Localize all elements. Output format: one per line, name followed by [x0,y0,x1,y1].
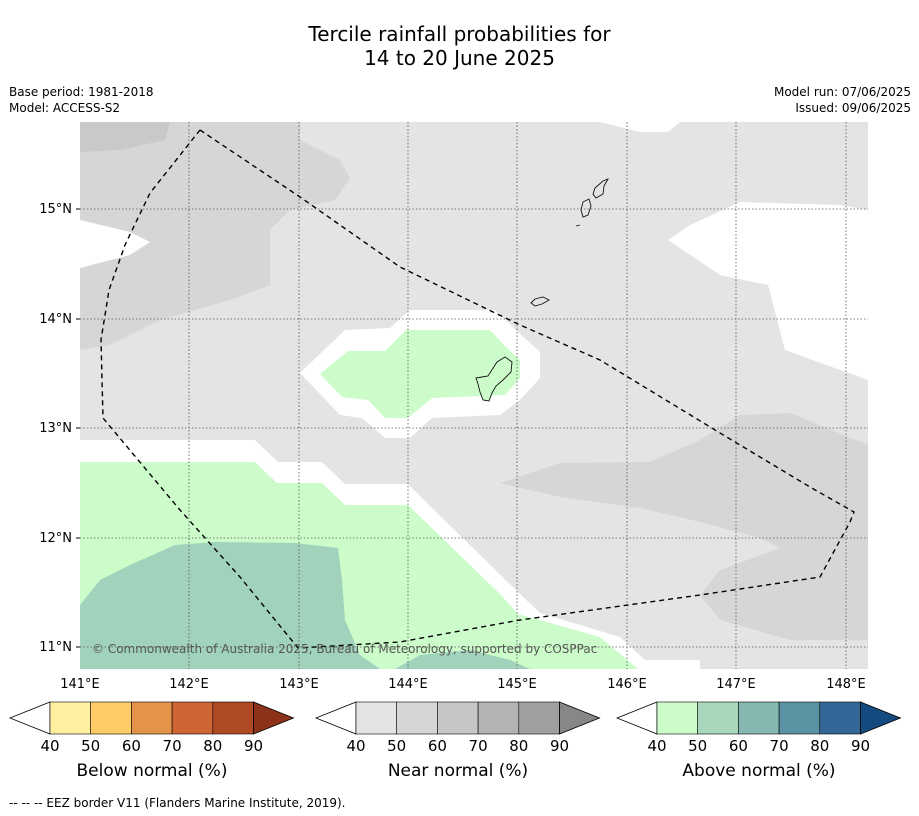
colorbar-extend-high [559,701,601,735]
colorbar-tick-label: 50 [387,737,406,755]
above-normal-40-central [320,330,520,418]
low-confidence-left [80,220,150,268]
near-normal-colorbar: 40 50 60 70 80 90 [314,701,601,755]
lon-label: 146°E [607,677,647,692]
colorbar-extend-low [8,701,51,735]
colorbar-segment [518,701,560,735]
colorbar-segment [49,701,92,735]
colorbar-tick-label: 60 [428,737,447,755]
lat-label: 12°N [39,531,72,546]
below-normal-label: Below normal (%) [76,761,228,781]
colorbar-tick-label: 70 [469,737,488,755]
near-normal-60-patch [80,122,170,152]
above-normal-colorbar: 40 50 60 70 80 90 [615,701,902,755]
above-normal-50-south [80,542,380,669]
colorbar-segment [171,701,214,735]
lon-label: 143°E [279,677,319,692]
colorbar-segment [656,701,699,735]
lon-label: 147°E [716,677,756,692]
lon-labels: 141°E 142°E 143°E 144°E 145°E 146°E 147°… [60,677,866,692]
colorbar-segment [819,701,861,735]
above-normal-label: Above normal (%) [682,761,836,781]
colorbar-tick-label: 50 [81,737,100,755]
lon-label: 144°E [388,677,428,692]
rota-outline [530,296,550,307]
colorbar-tick-label: 50 [688,737,707,755]
axis-ticks [76,208,80,648]
guam-outline [475,356,513,402]
colorbar-segment [212,701,254,735]
colorbar-segment [738,701,780,735]
colorbar-segment [131,701,173,735]
model-run: Model run: 07/06/2025 [773,85,911,99]
copyright-text: © Commonwealth of Australia 2025, Bureau… [92,642,597,656]
colorbar-tick-label: 40 [346,737,365,755]
eez-border [100,129,855,649]
colorbar-tick-label: 60 [729,737,748,755]
colorbars: 40 50 60 70 80 90 40 50 60 70 80 90 40 50 60 70 80 90 [8,701,902,755]
model-name: Model: ACCESS-S2 [9,101,121,115]
title-line-1: Tercile rainfall probabilities for [308,22,611,46]
graticule [80,122,868,669]
colorbar-segment [396,701,438,735]
colorbar-extend-high [253,701,295,735]
lat-label: 13°N [39,421,72,436]
meta-right: Model run: 07/06/2025 Issued: 09/06/2025 [774,84,911,116]
chart-title: Tercile rainfall probabilities for 14 to… [0,22,919,70]
lat-label: 14°N [39,312,72,327]
colorbar-segment [697,701,739,735]
colorbar-tick-label: 80 [810,737,829,755]
near-normal-label: Near normal (%) [387,761,529,781]
colorbar-tick-label: 40 [647,737,666,755]
lon-label: 145°E [497,677,537,692]
lat-label: 11°N [39,640,72,655]
above-normal-50-south-2 [395,650,530,669]
lon-label: 148°E [826,677,866,692]
low-confidence-upper-right [668,202,868,380]
colorbar-tick-label: 90 [244,737,263,755]
tinian-outline [580,198,592,218]
meta-left: Base period: 1981-2018 Model: ACCESS-S2 [9,84,154,116]
base-period: Base period: 1981-2018 [9,85,154,99]
colorbar-tick-label: 70 [163,737,182,755]
colorbar-tick-label: 90 [851,737,870,755]
lon-label: 141°E [60,677,100,692]
issued-date: Issued: 09/06/2025 [795,101,911,115]
lat-labels: 15°N 14°N 13°N 12°N 11°N [39,202,72,655]
low-confidence-top [600,122,680,132]
colorbar-tick-label: 90 [550,737,569,755]
footnote: -- -- -- EEZ border V11 (Flanders Marine… [9,796,346,810]
colorbar-segment [778,701,821,735]
colorbar-segment [477,701,520,735]
below-normal-colorbar: 40 50 60 70 80 90 [8,701,295,755]
colorbar-segment [90,701,132,735]
colorbar-extend-low [615,701,658,735]
colorbar-tick-label: 80 [509,737,528,755]
colorbar-extend-high [860,701,902,735]
colorbar-extend-low [314,701,357,735]
lon-label: 142°E [169,677,209,692]
map-area: © Commonwealth of Australia 2025, Bureau… [80,122,868,669]
colorbar-tick-label: 80 [203,737,222,755]
title-line-2: 14 to 20 June 2025 [364,46,555,70]
colorbar-tick-label: 70 [770,737,789,755]
near-normal-50-region-west [80,122,350,350]
colorbar-tick-label: 40 [40,737,59,755]
colorbar-segment [355,701,398,735]
aguijan-outline [575,224,581,227]
islands [475,178,610,402]
saipan-outline [592,178,610,199]
colorbar-tick-label: 60 [122,737,141,755]
colorbar-segment [437,701,479,735]
lat-label: 15°N [39,202,72,217]
